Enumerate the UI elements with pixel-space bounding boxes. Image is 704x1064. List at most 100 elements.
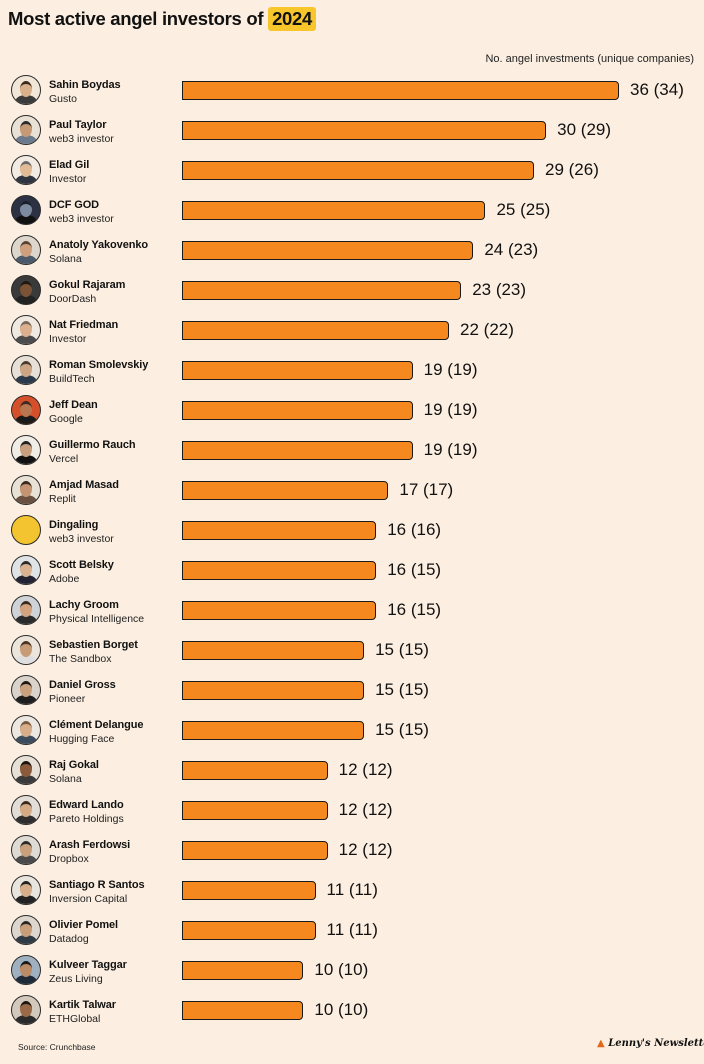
- data-label: 36 (34): [630, 80, 684, 99]
- investor-affiliation: web3 investor: [49, 133, 114, 145]
- bar: [182, 641, 365, 660]
- bar: [182, 201, 486, 220]
- bar: [182, 721, 365, 740]
- avatar-head: [20, 721, 32, 737]
- investor-affiliation: ETHGlobal: [49, 1013, 101, 1025]
- avatar-body: [15, 695, 37, 704]
- avatar: [11, 755, 41, 785]
- investor-affiliation: Inversion Capital: [49, 893, 128, 905]
- avatar: [11, 835, 41, 865]
- avatar-head: [20, 241, 32, 257]
- bar: [182, 1001, 304, 1020]
- investor-name: Amjad Masad: [49, 479, 119, 491]
- avatar-head: [20, 161, 32, 177]
- avatar: [11, 915, 41, 945]
- data-label: 17 (17): [399, 480, 454, 499]
- avatar: [11, 955, 41, 985]
- bar: [182, 321, 450, 340]
- data-label: 15 (15): [375, 680, 429, 699]
- investor-name: Kulveer Taggar: [49, 959, 127, 971]
- avatar-body: [15, 775, 37, 784]
- investor-name: Edward Lando: [49, 799, 124, 811]
- avatar-body: [15, 215, 37, 224]
- avatar-body: [15, 935, 37, 944]
- investor-name: Clément Delangue: [49, 719, 144, 731]
- investor-affiliation: web3 investor: [49, 533, 114, 545]
- bar: [182, 681, 365, 700]
- bar: [182, 441, 413, 460]
- bar: [182, 241, 474, 260]
- investor-affiliation: Replit: [49, 493, 76, 505]
- avatar-head: [20, 801, 32, 817]
- avatar-head: [20, 441, 32, 457]
- investor-affiliation: BuildTech: [49, 373, 95, 385]
- title-year-highlight: 2024: [268, 7, 317, 31]
- investor-affiliation: Datadog: [49, 933, 89, 945]
- bar: [182, 601, 377, 620]
- investor-affiliation: Investor: [49, 333, 87, 345]
- data-label: 22 (22): [460, 320, 514, 339]
- avatar: [11, 515, 41, 545]
- data-label: 23 (23): [472, 280, 527, 299]
- avatar: [11, 195, 41, 225]
- source-note: Source: Crunchbase: [18, 1042, 96, 1052]
- investor-affiliation: Zeus Living: [49, 973, 103, 985]
- data-label: 19 (19): [423, 440, 478, 459]
- investor-affiliation: Solana: [49, 773, 82, 785]
- investor-affiliation: Pioneer: [49, 693, 86, 705]
- investor-affiliation: Physical Intelligence: [49, 613, 145, 625]
- avatar-body: [15, 335, 37, 344]
- avatar-body: [15, 295, 37, 304]
- bar: [182, 401, 413, 420]
- investor-name: Santiago R Santos: [49, 879, 145, 891]
- bar: [182, 481, 389, 500]
- avatar-body: [15, 415, 37, 424]
- avatar: [11, 355, 41, 385]
- avatar: [11, 315, 41, 345]
- avatar: [11, 395, 41, 425]
- avatar-head: [20, 481, 32, 497]
- investor-name: Olivier Pomel: [49, 919, 119, 931]
- data-label: 16 (15): [387, 600, 442, 619]
- avatar-body: [15, 895, 37, 904]
- investor-name: Jeff Dean: [49, 399, 98, 411]
- avatar-head: [20, 841, 32, 857]
- bar: [182, 841, 328, 860]
- data-label: 19 (19): [423, 360, 478, 379]
- data-label: 25 (25): [496, 200, 551, 219]
- data-label: 10 (10): [314, 960, 369, 979]
- bar: [182, 881, 316, 900]
- avatar: [11, 715, 41, 745]
- investor-name: Paul Taylor: [49, 119, 107, 131]
- data-label: 12 (12): [338, 800, 393, 819]
- avatar-body: [15, 735, 37, 744]
- avatar-body: [15, 575, 37, 584]
- logo-text: Lenny's Newsletter: [608, 1038, 704, 1049]
- avatar-head: [20, 921, 32, 937]
- avatar-head: [20, 881, 32, 897]
- investor-affiliation: Pareto Holdings: [49, 813, 124, 825]
- investor-affiliation: Gusto: [49, 93, 78, 105]
- investor-name: Elad Gil: [49, 159, 90, 171]
- data-label: 15 (15): [375, 720, 429, 739]
- investor-name: Anatoly Yakovenko: [49, 239, 148, 251]
- avatar-head: [20, 1001, 32, 1017]
- investor-name: Kartik Talwar: [49, 999, 116, 1011]
- avatar-body: [15, 255, 37, 264]
- bar: [182, 961, 304, 980]
- bar: [182, 761, 328, 780]
- bar: [182, 361, 413, 380]
- avatar-body: [15, 135, 37, 144]
- investor-name: Lachy Groom: [49, 599, 119, 611]
- avatar: [11, 675, 41, 705]
- avatar-head: [20, 81, 32, 97]
- avatar-body: [15, 655, 37, 664]
- data-label: 24 (23): [484, 240, 539, 259]
- investor-affiliation: Solana: [49, 253, 82, 265]
- avatar-head: [20, 361, 32, 377]
- avatar: [11, 635, 41, 665]
- investor-name: Gokul Rajaram: [49, 279, 126, 291]
- avatar-head: [20, 601, 32, 617]
- investor-name: Daniel Gross: [49, 679, 116, 691]
